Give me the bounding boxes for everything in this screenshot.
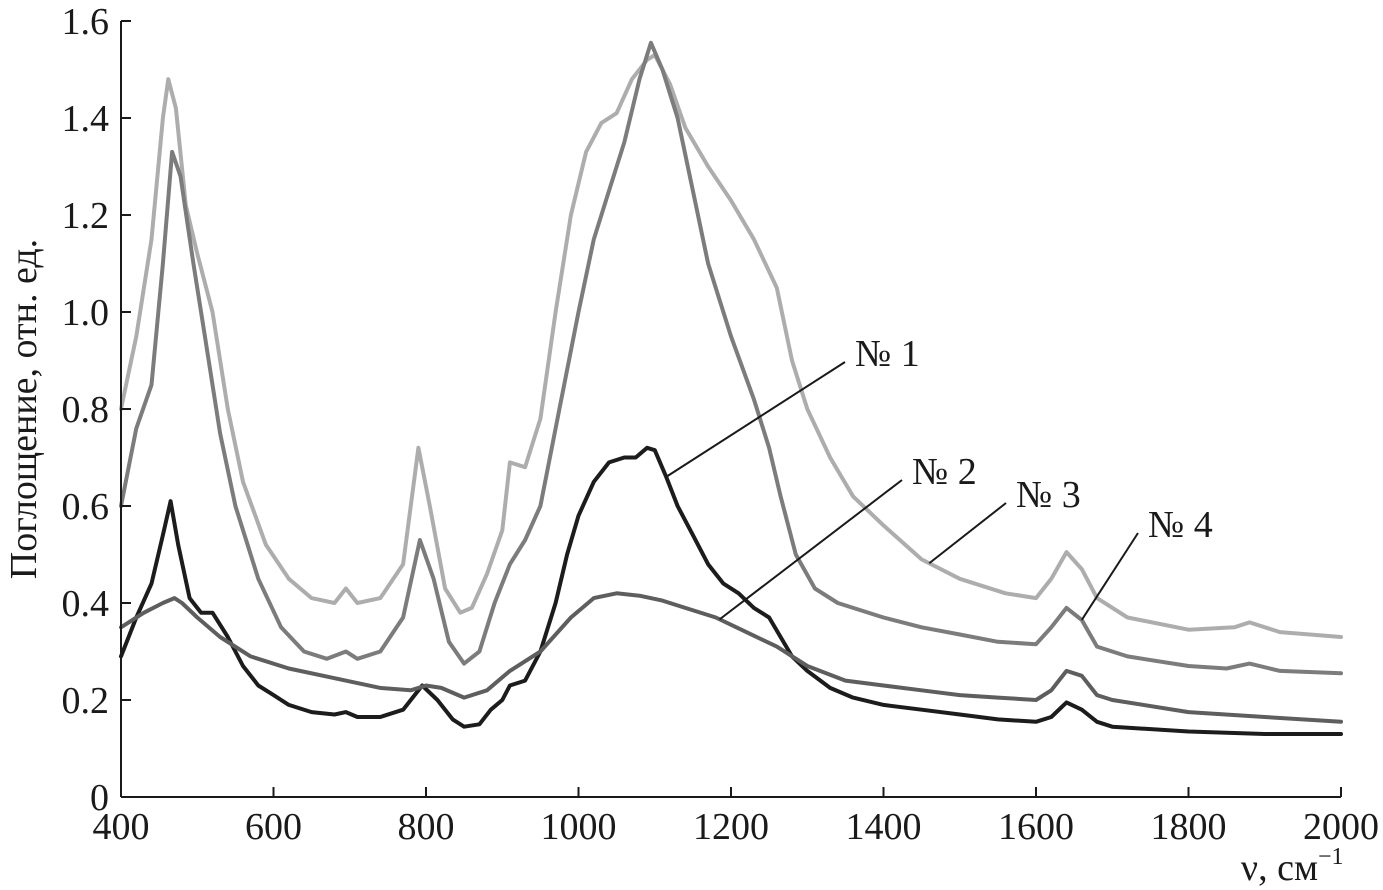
y-tick-label: 0.6 xyxy=(62,486,110,528)
x-tick-label: 1200 xyxy=(693,806,769,848)
series-layer xyxy=(119,40,1343,736)
y-tick-label: 0.4 xyxy=(62,583,110,625)
y-tick-label: 1.2 xyxy=(62,195,110,237)
axes-layer xyxy=(120,21,1341,798)
ticks-layer: 400 600 800 1000 1200 1400 1600 1800 2000 0 0.2 0.4… xyxy=(62,1,1380,848)
y-axis-title: Поглощение, отн. ед. xyxy=(3,239,45,579)
y-tick-label: 0.8 xyxy=(62,389,110,431)
x-tick-label: 800 xyxy=(398,806,455,848)
x-axis-title: ν, см xyxy=(1241,847,1318,889)
annotation-label: № 2 xyxy=(912,451,977,493)
x-tick-label: 400 xyxy=(93,806,150,848)
x-axis-title-superscript: −1 xyxy=(1318,844,1344,870)
series-line-4 xyxy=(119,40,1343,676)
y-tick-label: 1.0 xyxy=(62,292,110,334)
y-tick-label: 1.4 xyxy=(62,98,110,140)
annotation-leader-line xyxy=(665,361,846,478)
y-tick-label: 0.2 xyxy=(62,680,110,722)
x-tick-label: 1400 xyxy=(846,806,922,848)
x-axis-title-main: ν, см xyxy=(1241,847,1318,889)
series-line-1 xyxy=(119,445,1343,736)
annotation-label: № 3 xyxy=(1016,474,1081,516)
series-line-3 xyxy=(119,53,1343,639)
annotation-leader-line xyxy=(1080,532,1139,621)
annotation-layer: № 1 № 2 № 3 № 4 xyxy=(665,333,1213,621)
x-tick-label: 1600 xyxy=(998,806,1074,848)
y-tick-label: 0 xyxy=(90,777,109,819)
y-tick-label: 1.6 xyxy=(62,1,110,43)
annotation-leader-line xyxy=(718,479,903,621)
annotation-label: № 1 xyxy=(855,333,920,375)
series-line-2 xyxy=(119,591,1343,724)
x-tick-label: 600 xyxy=(245,806,302,848)
x-tick-label: 2000 xyxy=(1303,806,1379,848)
x-tick-label: 1800 xyxy=(1151,806,1227,848)
annotation-leader-line xyxy=(928,502,1007,565)
annotation-label: № 4 xyxy=(1148,504,1213,546)
x-tick-label: 1000 xyxy=(541,806,617,848)
